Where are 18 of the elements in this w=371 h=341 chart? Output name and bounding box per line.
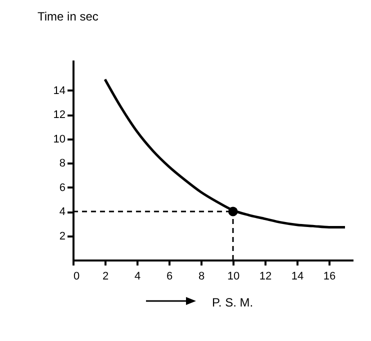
y-tick-label: 6 <box>59 182 66 194</box>
x-axis-title: P. S. M. <box>212 296 254 310</box>
y-tick-label: 8 <box>59 158 66 170</box>
x-tick-label: 14 <box>291 270 304 282</box>
y-tick-label: 10 <box>53 133 66 146</box>
x-tick-label: 6 <box>166 270 173 282</box>
y-tick-label: 12 <box>53 109 66 122</box>
x-tick-label: 0 <box>74 270 80 282</box>
x-tick-label: 10 <box>227 270 240 282</box>
y-axis-title: Time in sec <box>38 10 98 24</box>
x-tick-label: 16 <box>323 270 336 282</box>
y-tick-label: 14 <box>53 84 66 97</box>
x-tick-label: 4 <box>134 270 141 282</box>
x-tick-label: 8 <box>198 270 205 282</box>
y-tick-label: 4 <box>59 206 66 218</box>
x-tick-label: 2 <box>102 270 109 282</box>
x-tick-label: 12 <box>259 270 272 282</box>
y-tick-label: 2 <box>59 230 66 242</box>
